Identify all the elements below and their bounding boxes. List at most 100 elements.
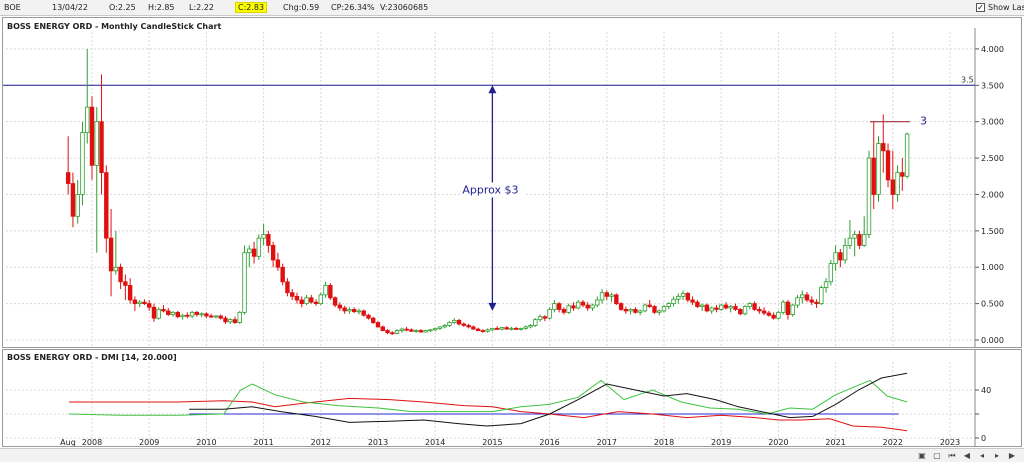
- candle-body: [380, 326, 385, 331]
- change-percent-value: CP:26.34%: [331, 3, 375, 12]
- price-tick-label: 1.500: [981, 227, 1004, 236]
- candle-body: [113, 266, 119, 272]
- x-axis-tick-label: 2010: [196, 438, 216, 446]
- candle-body: [351, 309, 357, 313]
- candle-body: [885, 150, 891, 181]
- candle-body: [409, 329, 414, 332]
- price-pane: BOSS ENERGY ORD - Monthly CandleStick Ch…: [2, 17, 1022, 348]
- candle-body: [780, 301, 786, 313]
- candle-body: [833, 252, 838, 264]
- show-last-checkbox[interactable]: ✓: [976, 3, 985, 12]
- candle-body: [208, 315, 214, 318]
- x-axis-tick-label: 2022: [883, 438, 903, 446]
- candle-body: [247, 248, 252, 254]
- candle-body: [194, 311, 200, 315]
- price-tick-label: 2.000: [981, 190, 1004, 199]
- candle-body: [847, 237, 853, 246]
- candle-body: [332, 297, 338, 306]
- zoom-in-icon[interactable]: ▣: [918, 451, 926, 460]
- candle-body: [776, 311, 781, 319]
- candle-body: [289, 292, 295, 297]
- candle-body: [123, 281, 128, 286]
- candle-body: [471, 326, 476, 330]
- candle-body: [418, 330, 424, 333]
- candle-body: [280, 266, 285, 283]
- page-back-icon[interactable]: ◀: [963, 451, 971, 460]
- dmi-chart-title: BOSS ENERGY ORD - DMI [14, 20.000]: [7, 353, 177, 362]
- candle-body: [699, 304, 705, 307]
- arrow-label: Approx $3: [462, 183, 518, 196]
- candle-body: [890, 179, 895, 195]
- candle-body: [423, 330, 428, 333]
- candle-body: [714, 307, 719, 310]
- arrow-label-background: [460, 182, 525, 198]
- candle-body: [585, 304, 590, 309]
- candle-body: [161, 309, 166, 312]
- candle-body: [838, 252, 843, 261]
- change-value: Chg:0.59: [283, 3, 320, 12]
- scroll-start-icon[interactable]: ⏮: [948, 451, 956, 460]
- candle-body: [842, 244, 848, 261]
- step-forward-icon[interactable]: ▸: [994, 451, 999, 460]
- resistance-line-label: 3.5: [961, 75, 974, 84]
- scroll-end-icon[interactable]: ▶: [1008, 451, 1016, 460]
- candle-body: [676, 295, 681, 300]
- candle-body: [900, 172, 905, 177]
- price-chart-title: BOSS ENERGY ORD - Monthly CandleStick Ch…: [7, 22, 222, 31]
- candle-body: [876, 143, 881, 195]
- candle-body: [75, 194, 80, 217]
- candle-body: [456, 319, 462, 325]
- candle-body: [480, 330, 486, 332]
- candle-body: [204, 313, 209, 317]
- x-axis-tick-label: 2017: [597, 438, 617, 446]
- x-axis-tick-label: 2019: [711, 438, 731, 446]
- candle-body: [356, 310, 362, 313]
- candle-body: [652, 306, 657, 313]
- arrow-head-up: [488, 85, 497, 94]
- step-back-icon[interactable]: ◂: [979, 451, 984, 460]
- candle-body: [323, 285, 328, 296]
- candle-body: [628, 309, 633, 312]
- candle-body: [604, 292, 609, 297]
- candle-body: [723, 304, 729, 309]
- close-value: C:2.83: [235, 2, 268, 13]
- candle-body: [65, 172, 71, 184]
- candle-body: [518, 327, 524, 330]
- x-axis-tick-label: 2008: [82, 438, 102, 446]
- candle-body: [685, 293, 691, 301]
- candle-body: [509, 327, 514, 330]
- price-tick-label: 1.000: [981, 263, 1004, 272]
- dmi-series-line: [189, 372, 908, 427]
- candle-body: [571, 305, 576, 309]
- x-axis-tick-label: Aug: [60, 438, 76, 446]
- candle-body: [142, 301, 147, 305]
- candle-body: [614, 294, 619, 305]
- candle-body: [275, 259, 281, 268]
- candle-body: [866, 157, 872, 235]
- candle-body: [466, 325, 471, 328]
- candle-body: [742, 306, 748, 315]
- candle-body: [228, 319, 233, 323]
- candle-body: [318, 294, 323, 305]
- candle-body: [766, 312, 772, 316]
- candle-body: [394, 330, 400, 334]
- candle-body: [385, 330, 390, 334]
- candle-body: [266, 234, 271, 246]
- candle-body: [547, 309, 552, 319]
- x-axis-tick-label: 2012: [311, 438, 331, 446]
- x-axis-tick-label: 2020: [768, 438, 788, 446]
- candle-body: [199, 313, 204, 316]
- candle-body: [804, 294, 810, 301]
- dmi-tick-label: 0: [981, 434, 986, 443]
- candle-body: [175, 311, 180, 318]
- navigation-bar: ▣ ▢ ⏮ ◀ ◂ ▸ ▶: [0, 448, 1024, 462]
- candle-body: [642, 304, 648, 312]
- candle-body: [904, 133, 910, 177]
- candle-body: [795, 297, 800, 306]
- candle-body: [618, 303, 624, 310]
- candle-body: [413, 330, 419, 332]
- candle-body: [447, 322, 452, 326]
- candle-body: [270, 244, 276, 261]
- candle-body: [151, 306, 157, 319]
- zoom-out-icon[interactable]: ▢: [933, 451, 941, 460]
